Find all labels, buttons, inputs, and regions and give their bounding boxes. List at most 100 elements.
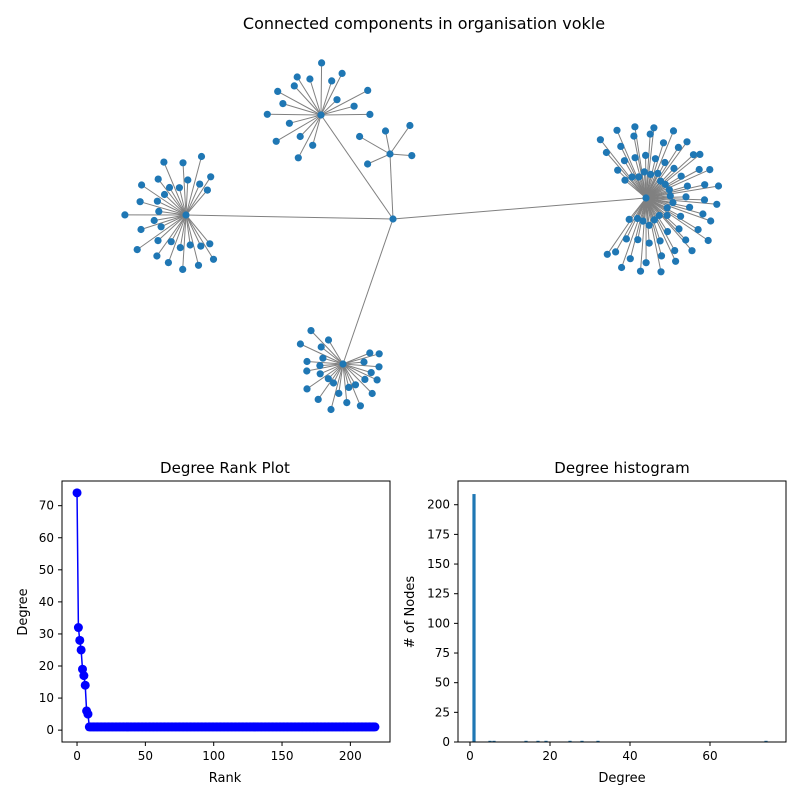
network-node <box>375 350 383 358</box>
rank-xtick-label: 200 <box>339 749 362 763</box>
network-node <box>303 385 311 393</box>
network-node <box>317 343 325 351</box>
network-edge <box>330 363 344 410</box>
rank-ytick-label: 20 <box>39 659 54 673</box>
network-edge <box>158 210 187 216</box>
histogram-bar <box>492 740 496 742</box>
network-node <box>153 252 161 260</box>
histogram-bar <box>596 740 600 742</box>
rank-ytick-label: 70 <box>39 499 54 513</box>
network-node <box>373 376 381 384</box>
histogram-bar <box>764 740 768 742</box>
network-node <box>316 370 324 378</box>
network-node <box>133 246 141 254</box>
network-edge <box>289 114 322 124</box>
network-node <box>360 358 368 366</box>
hist-xtick-label: 0 <box>466 749 474 763</box>
histogram-bar <box>544 740 548 742</box>
network-edge <box>342 363 361 406</box>
network-node <box>677 212 685 220</box>
network-edge <box>320 62 323 116</box>
network-edge <box>320 346 344 365</box>
network-edge <box>645 154 694 199</box>
network-edge <box>320 105 355 116</box>
network-node <box>626 255 634 263</box>
network-node <box>366 110 374 118</box>
rank-xtick-label: 150 <box>271 749 294 763</box>
network-node <box>706 166 714 174</box>
hist-ytick-label: 75 <box>435 646 450 660</box>
network-node <box>345 383 353 391</box>
rank-ytick-label: 50 <box>39 563 54 577</box>
network-node <box>316 362 324 370</box>
network-node <box>669 127 678 135</box>
network-node <box>324 336 333 344</box>
network-edge <box>185 183 201 216</box>
network-node <box>296 340 304 348</box>
network-edge <box>160 214 187 228</box>
network-node <box>618 263 626 272</box>
network-node <box>677 172 685 180</box>
network-node <box>389 215 397 223</box>
network-edge <box>389 153 394 220</box>
histogram-bars <box>472 494 768 742</box>
network-node <box>294 154 302 162</box>
rank-line <box>76 492 375 728</box>
hist-ytick-label: 200 <box>427 498 450 512</box>
network-node <box>367 369 375 377</box>
network-node <box>620 157 629 165</box>
network-edge <box>185 214 211 245</box>
degree-histogram: Degree histogram 0 20 40 60 0 25 50 75 100 125 150… <box>403 459 787 786</box>
network-edge <box>342 218 394 365</box>
rank-ytick-label: 30 <box>39 627 54 641</box>
hist-xtick-label: 20 <box>542 749 557 763</box>
network-edge <box>185 179 189 216</box>
network-node <box>657 268 665 276</box>
network-edge <box>163 161 187 216</box>
rank-point <box>83 709 93 719</box>
network-edges <box>124 62 719 410</box>
network-edge <box>140 214 187 230</box>
rank-ytick-label: 0 <box>46 723 54 737</box>
network-edge <box>628 197 647 220</box>
network-edge <box>617 169 647 199</box>
network-node <box>621 176 629 184</box>
network-edge <box>275 114 322 142</box>
network-node <box>613 126 621 134</box>
network-edge <box>320 363 344 375</box>
network-node <box>630 132 638 140</box>
network-node <box>622 235 631 243</box>
network-edge <box>185 176 212 216</box>
network-node <box>196 180 204 188</box>
network-node <box>408 152 416 160</box>
network-node <box>381 127 390 135</box>
network-node <box>307 327 315 335</box>
rank-ytick-label: 10 <box>39 691 54 705</box>
network-edge <box>645 147 679 199</box>
network-node <box>157 223 165 231</box>
network-node <box>634 236 642 244</box>
network-edge <box>392 197 647 220</box>
rank-point <box>73 623 83 633</box>
network-node <box>155 207 163 215</box>
network-node <box>206 240 214 248</box>
network-node <box>700 196 709 204</box>
network-edge <box>645 197 704 215</box>
network-node <box>714 182 723 190</box>
histogram-bar <box>536 740 540 742</box>
network-node <box>306 75 314 83</box>
network-node <box>167 238 175 246</box>
rank-xtick-label: 0 <box>73 749 81 763</box>
network-node <box>309 141 317 149</box>
histogram-bar <box>524 740 528 742</box>
network-node <box>153 197 161 205</box>
rank-plot-frame <box>61 480 391 743</box>
network-edge <box>169 187 187 216</box>
network-node <box>314 395 322 403</box>
network-node <box>695 165 703 174</box>
network-edge <box>185 214 394 220</box>
network-edge <box>645 197 650 244</box>
rank-point <box>79 671 89 681</box>
network-node <box>642 151 650 159</box>
network-edge <box>342 363 372 374</box>
